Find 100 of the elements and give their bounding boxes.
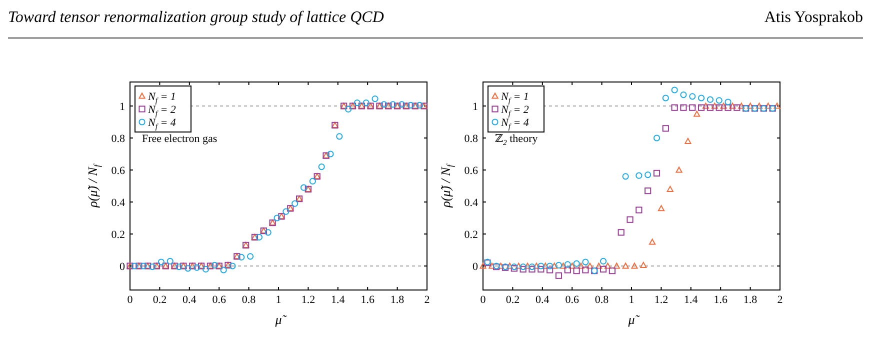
- point: [711, 102, 718, 109]
- point: [362, 100, 370, 106]
- legend-label: N$_{f}$ = 1: [500, 91, 529, 105]
- y-tick-label: 0.8: [464, 133, 478, 145]
- point: [716, 97, 722, 104]
- x-tick-label: 0.8: [594, 294, 610, 306]
- point: [300, 184, 308, 191]
- point: [148, 264, 156, 270]
- point: [166, 258, 174, 264]
- point: [689, 93, 696, 100]
- point: [506, 262, 514, 269]
- point: [666, 186, 674, 192]
- point: [524, 262, 531, 269]
- point: [716, 104, 722, 111]
- point: [256, 234, 262, 240]
- point: [220, 266, 227, 274]
- point: [680, 92, 687, 98]
- point: [564, 266, 571, 274]
- point: [498, 262, 504, 269]
- point: [747, 102, 754, 109]
- legend-label: N$_{f}$ = 4: [147, 117, 176, 131]
- point: [600, 258, 607, 264]
- point: [764, 102, 772, 109]
- x-tick-label: 1.8: [390, 294, 405, 306]
- point: [533, 262, 540, 269]
- x-tick-label: 1: [276, 294, 282, 306]
- point: [211, 262, 218, 268]
- legend-label: N$_{f}$ = 2: [147, 104, 176, 118]
- point: [613, 262, 620, 269]
- y-tick-label: 0.2: [464, 229, 478, 241]
- point: [246, 253, 254, 260]
- point: [578, 262, 584, 269]
- y-tick-label: 0.6: [464, 165, 478, 177]
- point: [604, 262, 612, 269]
- point: [608, 268, 616, 274]
- y-tick-label: 0.8: [111, 133, 126, 145]
- x-axis-title: μ̃: [627, 312, 641, 327]
- point: [550, 262, 558, 269]
- point: [140, 262, 147, 270]
- point: [264, 229, 272, 236]
- point: [229, 262, 236, 270]
- point: [390, 101, 396, 108]
- legend-label: N$_{f}$ = 2: [500, 104, 530, 118]
- point: [354, 100, 361, 106]
- x-axis-title: μ̃: [274, 312, 288, 327]
- point: [653, 170, 660, 176]
- point: [676, 166, 682, 173]
- y-tick-label: 1: [472, 101, 478, 113]
- point: [738, 102, 745, 109]
- legend-label: N$_{f}$ = 1: [147, 91, 176, 105]
- point: [555, 272, 562, 279]
- text: Toward tensor renormalization group study of lattice QCD: [8, 9, 384, 26]
- point: [644, 188, 652, 194]
- point: [626, 216, 634, 223]
- point: [202, 266, 210, 272]
- point: [774, 102, 780, 109]
- x-tick-label: 1.6: [714, 294, 728, 306]
- x-tick-label: 0: [480, 294, 486, 306]
- point: [702, 102, 710, 109]
- point: [184, 265, 192, 272]
- x-tick-label: 2: [424, 294, 430, 306]
- point: [586, 262, 594, 269]
- text: Atis Yosprakob: [764, 9, 863, 26]
- point: [176, 264, 182, 270]
- point: [344, 106, 352, 112]
- point: [546, 262, 554, 270]
- x-tick-label: 0.2: [152, 294, 167, 306]
- point: [416, 102, 423, 108]
- point: [640, 262, 647, 268]
- point: [706, 96, 714, 103]
- x-tick-label: 1.2: [301, 294, 316, 306]
- point: [644, 172, 652, 178]
- point: [380, 101, 388, 108]
- x-tick-label: 0.6: [212, 294, 226, 306]
- x-tick-label: 1.6: [360, 294, 375, 306]
- point: [653, 134, 660, 142]
- point: [706, 104, 714, 111]
- point: [662, 94, 669, 102]
- point: [158, 258, 164, 266]
- point: [724, 98, 732, 106]
- point: [336, 133, 343, 140]
- point: [680, 104, 687, 111]
- point: [694, 110, 700, 117]
- point: [560, 262, 566, 269]
- x-tick-label: 2: [777, 294, 783, 306]
- point: [555, 262, 562, 268]
- point: [720, 102, 727, 109]
- point: [568, 262, 576, 269]
- y-tick-label: 0.2: [111, 229, 125, 241]
- x-tick-label: 1: [628, 294, 634, 306]
- point: [538, 266, 544, 272]
- point: [622, 173, 629, 180]
- point: [698, 104, 705, 111]
- point: [582, 258, 589, 266]
- point: [327, 150, 334, 158]
- x-tick-label: 0.2: [506, 294, 520, 306]
- point: [515, 262, 522, 269]
- x-tick-label: 1.4: [684, 294, 698, 306]
- point: [131, 262, 138, 270]
- point: [596, 262, 602, 269]
